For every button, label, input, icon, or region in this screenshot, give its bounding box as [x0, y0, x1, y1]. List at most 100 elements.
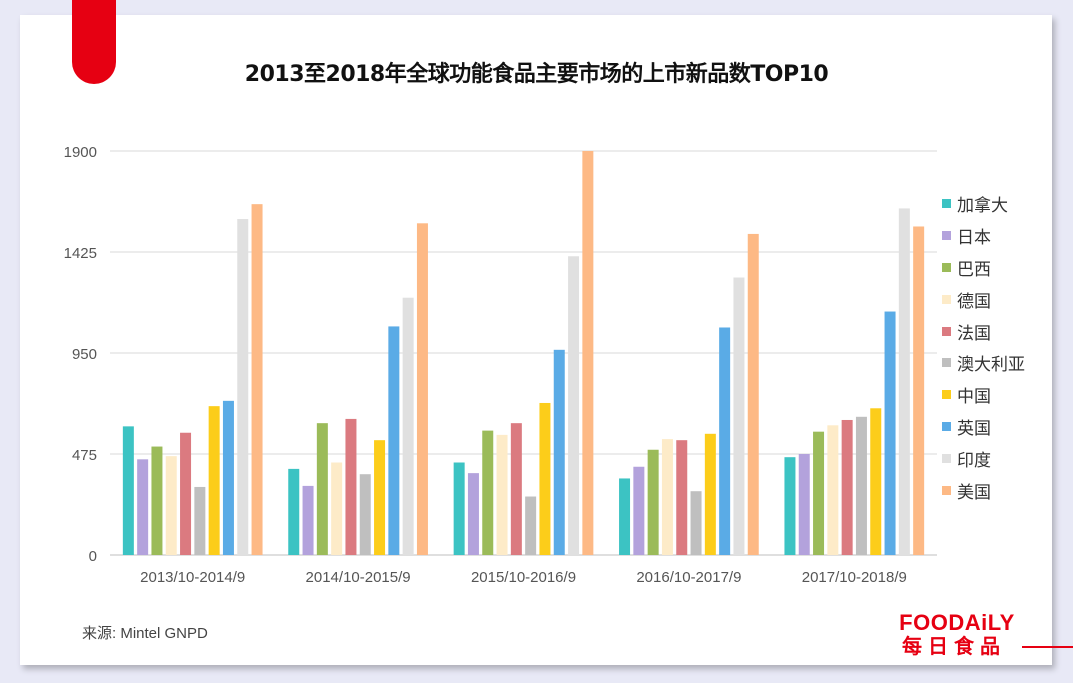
x-tick-label: 2015/10-2016/9: [471, 569, 576, 586]
legend-item: 法国: [942, 315, 1025, 347]
legend-label: 德国: [957, 291, 991, 312]
legend-item: 德国: [942, 283, 1025, 315]
foodaily-logo: FOODAiLY 每日食品: [892, 610, 1022, 659]
bar-2-cat-3: [467, 473, 479, 555]
red-bookmark-tab: [72, 0, 116, 84]
logo-red-line: [1022, 646, 1073, 648]
chart-legend: 加拿大日本巴西德国法国澳大利亚中国英国印度美国: [942, 188, 1025, 506]
legend-swatch: [942, 326, 951, 336]
legend-label: 澳大利亚: [957, 355, 1025, 376]
legend-swatch: [942, 485, 951, 495]
legend-label: 加拿大: [957, 196, 1008, 217]
legend-swatch: [942, 421, 951, 431]
bar-4-cat-3: [496, 434, 508, 555]
bar-7-cat-4: [704, 433, 716, 555]
chart-title: 2013至2018年全球功能食品主要市场的上市新品数TOP10: [244, 62, 829, 87]
bar-9-cat-2: [402, 297, 414, 555]
bar-9-cat-3: [568, 256, 580, 555]
bar-3-cat-3: [482, 430, 494, 555]
bar-2-cat-5: [798, 454, 810, 555]
bar-9-cat-5: [898, 208, 910, 555]
legend-label: 日本: [957, 228, 991, 249]
bar-3-cat-2: [316, 423, 328, 555]
bar-1-cat-2: [288, 468, 300, 555]
y-tick-label: 1425: [64, 245, 97, 262]
y-tick-label: 1900: [64, 144, 97, 161]
y-tick-label: 0: [89, 548, 97, 565]
legend-item: 美国: [942, 474, 1025, 506]
bar-7-cat-5: [870, 408, 882, 555]
legend-swatch: [942, 453, 951, 463]
chart-card: [20, 15, 1052, 665]
legend-swatch: [942, 199, 951, 209]
bar-7-cat-2: [374, 440, 386, 555]
bar-4-cat-1: [165, 456, 177, 555]
bar-1-cat-4: [619, 478, 631, 555]
logo-chinese: 每日食品: [902, 634, 1006, 658]
bar-7-cat-3: [539, 402, 551, 555]
bar-10-cat-4: [747, 233, 759, 555]
bar-6-cat-1: [194, 486, 206, 555]
bar-5-cat-3: [510, 423, 522, 555]
bar-2-cat-4: [633, 466, 645, 555]
bar-1-cat-1: [122, 426, 134, 555]
bar-4-cat-4: [661, 439, 673, 555]
bar-4-cat-5: [827, 425, 839, 555]
bar-5-cat-2: [345, 418, 357, 555]
bar-5-cat-5: [841, 419, 853, 555]
logo-wordmark: FOODAiLY: [899, 610, 1015, 635]
source-note: 来源: Mintel GNPD: [82, 625, 208, 642]
legend-swatch: [942, 231, 951, 241]
x-tick-label: 2016/10-2017/9: [636, 569, 741, 586]
bar-7-cat-1: [208, 406, 220, 555]
bar-10-cat-5: [913, 226, 925, 556]
x-tick-label: 2013/10-2014/9: [140, 569, 245, 586]
bar-5-cat-1: [180, 432, 192, 555]
bar-1-cat-5: [784, 457, 796, 555]
legend-item: 澳大利亚: [942, 347, 1025, 379]
x-tick-label: 2017/10-2018/9: [802, 569, 907, 586]
legend-label: 美国: [957, 482, 991, 503]
bar-9-cat-1: [237, 219, 249, 555]
y-tick-label: 475: [72, 447, 97, 464]
legend-item: 日本: [942, 220, 1025, 252]
bar-4-cat-2: [331, 462, 343, 555]
bar-10-cat-3: [582, 151, 594, 555]
x-tick-label: 2014/10-2015/9: [306, 569, 411, 586]
bar-10-cat-2: [416, 223, 428, 555]
legend-item: 英国: [942, 411, 1025, 443]
legend-label: 英国: [957, 418, 991, 439]
bar-6-cat-2: [359, 474, 371, 555]
bar-3-cat-4: [647, 449, 659, 555]
legend-item: 印度: [942, 442, 1025, 474]
bar-1-cat-3: [453, 462, 465, 555]
legend-swatch: [942, 358, 951, 368]
bar-9-cat-4: [733, 277, 745, 555]
bar-2-cat-2: [302, 485, 314, 555]
bar-6-cat-5: [855, 416, 867, 555]
bar-8-cat-3: [553, 349, 565, 555]
bar-3-cat-1: [151, 446, 163, 555]
legend-item: 加拿大: [942, 188, 1025, 220]
y-tick-label: 950: [72, 346, 97, 363]
bar-5-cat-4: [676, 440, 688, 555]
bar-10-cat-1: [251, 204, 263, 555]
legend-swatch: [942, 262, 951, 272]
bar-8-cat-1: [222, 400, 234, 555]
bar-2-cat-1: [137, 459, 149, 555]
legend-item: 巴西: [942, 252, 1025, 284]
bar-6-cat-4: [690, 491, 702, 555]
legend-item: 中国: [942, 379, 1025, 411]
legend-label: 中国: [957, 387, 991, 408]
bar-3-cat-5: [813, 431, 825, 555]
legend-swatch: [942, 294, 951, 304]
bar-8-cat-2: [388, 326, 400, 555]
legend-label: 巴西: [957, 259, 991, 280]
bar-8-cat-5: [884, 311, 896, 555]
legend-label: 印度: [957, 450, 991, 471]
legend-swatch: [942, 390, 951, 400]
legend-label: 法国: [957, 323, 991, 344]
bar-6-cat-3: [525, 496, 537, 555]
bar-8-cat-4: [719, 327, 731, 555]
